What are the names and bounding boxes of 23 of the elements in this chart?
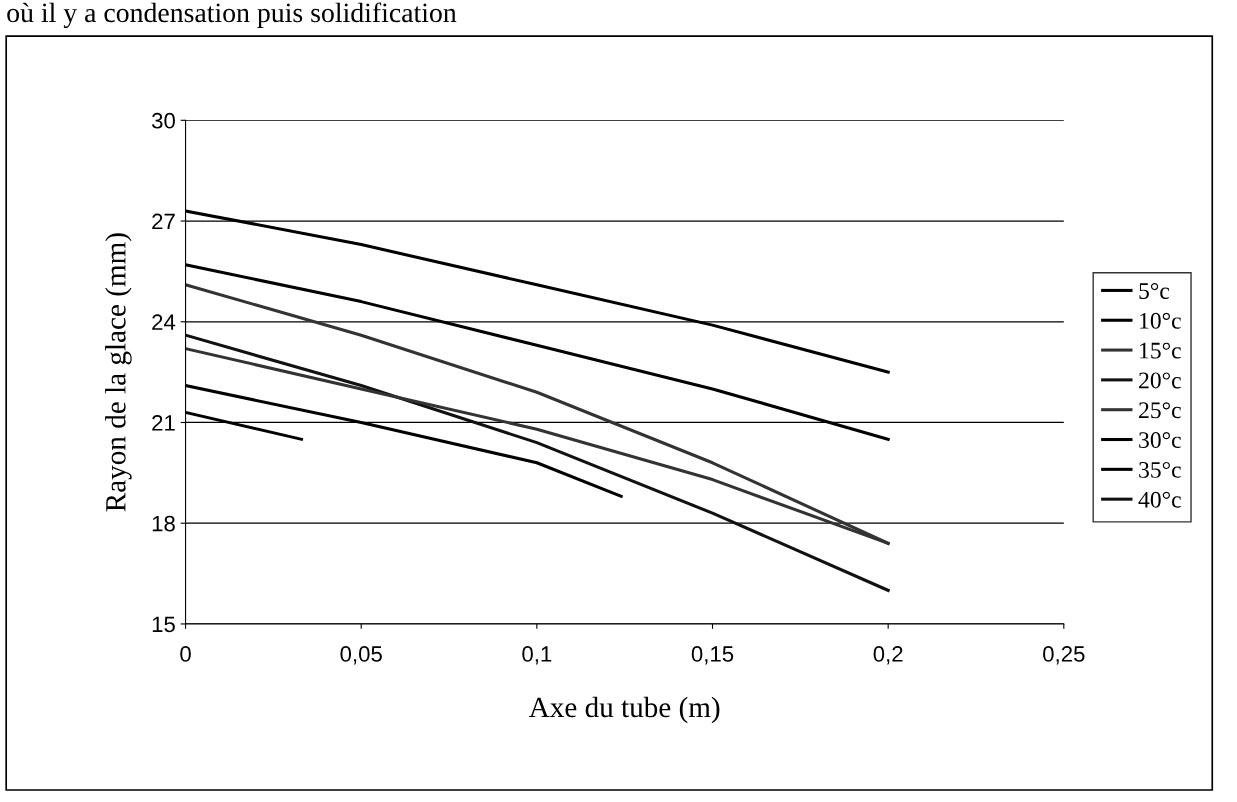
legend-label: 10°c bbox=[1140, 312, 1181, 329]
y-tick-label: 21 bbox=[152, 415, 175, 431]
y-tick-label: 27 bbox=[152, 213, 175, 230]
y-tick-label: 24 bbox=[152, 314, 176, 330]
x-tick-label: 0,1 bbox=[522, 646, 552, 665]
y-tick-label: 30 bbox=[151, 112, 175, 129]
legend-label: 20°c bbox=[1139, 372, 1181, 389]
legend-label: 35°c bbox=[1139, 461, 1181, 478]
legend-label: 40°c bbox=[1138, 491, 1181, 508]
legend-label: 15°c bbox=[1140, 342, 1181, 359]
y-tick-label: 15 bbox=[152, 616, 175, 633]
x-tick-label: 0,05 bbox=[340, 646, 382, 665]
x-tick-label: 0,15 bbox=[691, 646, 734, 665]
x-tick-label: 0 bbox=[180, 646, 191, 662]
y-tick-label: 18 bbox=[152, 515, 175, 532]
x-tick-label: 0,2 bbox=[873, 646, 903, 665]
legend-label: 5°c bbox=[1139, 282, 1170, 299]
x-tick-label: 0,25 bbox=[1043, 646, 1085, 665]
legend-label: 25°c bbox=[1139, 402, 1181, 419]
x-axis-title: Axe du tube (m) bbox=[528, 696, 720, 724]
y-axis-title: Rayon de la glace (mm) bbox=[105, 233, 132, 512]
text: où il y a condensation puis solidification bbox=[7, 2, 457, 28]
legend-label: 30°c bbox=[1139, 432, 1181, 449]
